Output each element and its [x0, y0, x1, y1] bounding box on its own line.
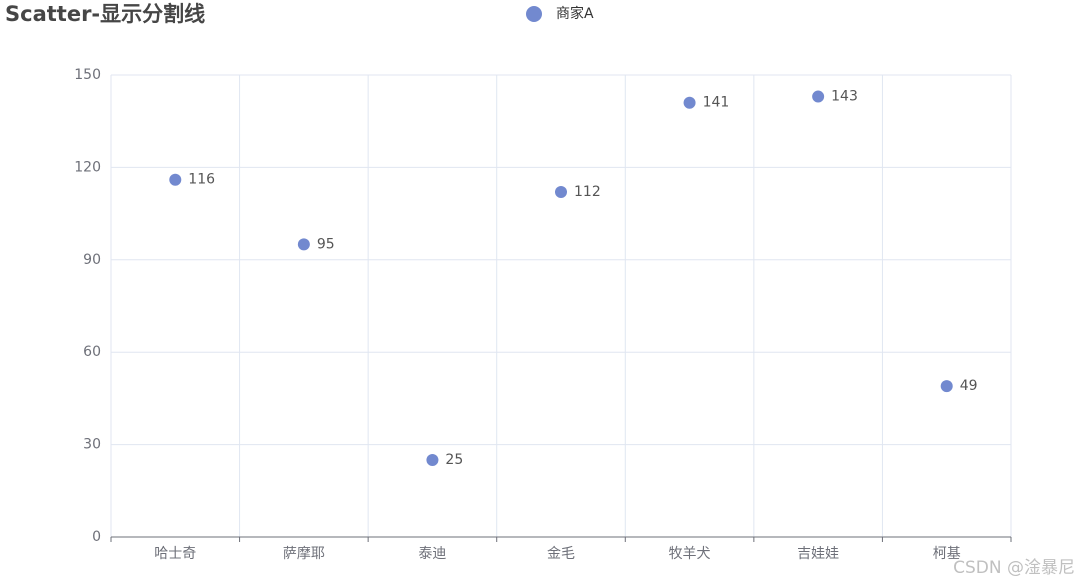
x-tick-label: 萨摩耶: [283, 545, 325, 562]
legend-marker: [526, 6, 542, 22]
data-label: 143: [831, 89, 858, 105]
point: [683, 96, 696, 109]
chart-title: Scatter-显示分割线: [5, 2, 205, 26]
x-tick-label: 柯基: [933, 545, 961, 562]
x-tick-label: 哈士奇: [154, 545, 196, 562]
point: [940, 380, 953, 393]
point: [426, 454, 439, 466]
point: [169, 173, 182, 186]
x-tick-label: 泰迪: [418, 546, 446, 562]
y-tick-label: 60: [83, 344, 101, 360]
data-label: 49: [960, 378, 978, 394]
x-tick-label: 金毛: [547, 546, 575, 562]
data-label: 112: [574, 184, 601, 200]
x-tick-label: 吉娃娃: [797, 546, 839, 562]
y-tick-label: 0: [92, 529, 101, 545]
point: [297, 238, 310, 251]
watermark: CSDN @淦暴尼: [953, 558, 1075, 578]
data-label: 141: [703, 95, 730, 111]
data-label: 25: [445, 452, 463, 468]
legend-label: 商家A: [556, 5, 594, 22]
data-label: 116: [188, 172, 215, 188]
y-tick-label: 90: [83, 252, 101, 268]
x-tick-label: 牧羊犬: [669, 546, 711, 562]
point: [555, 186, 567, 199]
y-tick-label: 150: [74, 67, 101, 83]
point: [812, 90, 825, 103]
y-tick-label: 120: [74, 159, 101, 175]
y-tick-label: 30: [83, 437, 101, 453]
data-label: 95: [317, 236, 335, 252]
